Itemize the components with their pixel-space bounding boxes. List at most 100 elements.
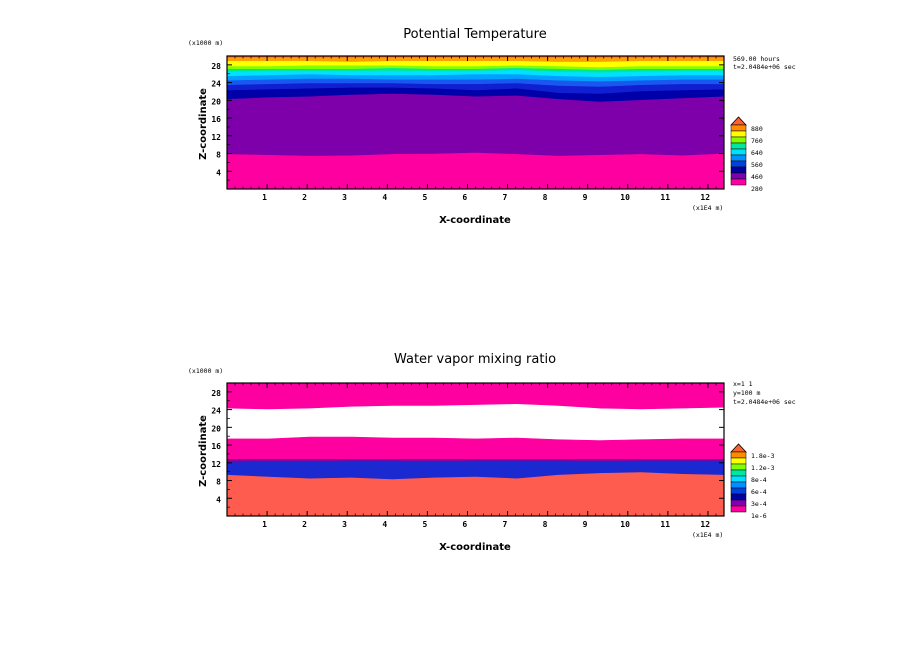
legend-swatch bbox=[730, 475, 747, 483]
x-tick-label: 8 bbox=[543, 193, 548, 202]
y-tick-label: 12 bbox=[211, 133, 221, 142]
panel-1-legend-labels: 880 760 640 560 460 280 bbox=[751, 125, 763, 193]
y-tick-label: 16 bbox=[211, 115, 221, 124]
x-tick-label: 1 bbox=[262, 193, 267, 202]
y-tick-label: 4 bbox=[216, 495, 221, 504]
panel-1-axis-ticks bbox=[227, 56, 725, 189]
legend-swatch bbox=[730, 148, 747, 156]
x-tick-label: 4 bbox=[382, 193, 387, 202]
legend-swatch bbox=[730, 178, 747, 186]
panel-2-x-axis-label: X-coordinate bbox=[439, 542, 511, 553]
x-tick-label: 1 bbox=[262, 520, 267, 529]
panel-water-vapor-mixing-ratio: Water vapor mixing ratio (x1000 m) x=1 1… bbox=[188, 352, 796, 553]
panel-2-y-unit: (x1000 m) bbox=[188, 367, 223, 375]
y-tick-label: 24 bbox=[211, 80, 221, 89]
panel-2-axis-ticks bbox=[227, 383, 725, 516]
contour-band bbox=[226, 472, 725, 517]
panel-1-y-axis-label: Z-coordinate bbox=[198, 88, 209, 160]
legend-arrow-cap bbox=[730, 443, 747, 453]
legend-swatch bbox=[730, 469, 747, 477]
x-tick-label: 4 bbox=[382, 520, 387, 529]
y-tick-label: 12 bbox=[211, 460, 221, 469]
y-tick-label: 20 bbox=[211, 97, 221, 106]
x-tick-label: 7 bbox=[502, 193, 507, 202]
x-tick-label: 3 bbox=[342, 193, 347, 202]
panel-2-legend-labels: 1.8e-3 1.2e-3 8e-4 6e-4 3e-4 1e-6 bbox=[751, 452, 775, 520]
x-tick-label: 10 bbox=[620, 193, 630, 202]
panel-2-x-unit: (x1E4 m) bbox=[692, 531, 723, 539]
x-tick-label: 10 bbox=[620, 520, 630, 529]
legend-label: 6e-4 bbox=[751, 488, 767, 496]
x-tick-label: 12 bbox=[700, 193, 710, 202]
legend-swatch bbox=[730, 463, 747, 471]
y-tick-label: 28 bbox=[211, 389, 221, 398]
x-tick-label: 5 bbox=[422, 193, 427, 202]
x-tick-label: 12 bbox=[700, 520, 710, 529]
legend-label: 1e-6 bbox=[751, 512, 767, 520]
y-tick-label: 8 bbox=[216, 478, 221, 487]
y-tick-label: 16 bbox=[211, 442, 221, 451]
panel-2-color-legend bbox=[730, 443, 747, 513]
x-tick-label: 2 bbox=[302, 193, 307, 202]
legend-label: 280 bbox=[751, 185, 763, 193]
legend-swatch bbox=[730, 160, 747, 168]
x-tick-label: 3 bbox=[342, 520, 347, 529]
legend-swatch bbox=[730, 481, 747, 489]
y-tick-label: 8 bbox=[216, 151, 221, 160]
panel-1-title: Potential Temperature bbox=[403, 27, 546, 42]
legend-label: 3e-4 bbox=[751, 500, 767, 508]
legend-swatch bbox=[730, 451, 747, 459]
panel-2-title: Water vapor mixing ratio bbox=[394, 352, 556, 367]
panel-2-info-line-3: t=2.0484e+06 sec bbox=[733, 398, 796, 406]
panel-2-y-axis-label: Z-coordinate bbox=[198, 415, 209, 487]
contour-band bbox=[226, 152, 725, 190]
legend-label: 1.2e-3 bbox=[751, 464, 775, 472]
x-tick-label: 7 bbox=[502, 520, 507, 529]
panel-2-x-tick-labels: 1 2 3 4 5 6 7 8 9 10 11 12 bbox=[262, 520, 710, 529]
panel-potential-temperature: Potential Temperature (x1000 m) 569.00 h… bbox=[188, 27, 796, 226]
x-tick-label: 6 bbox=[462, 193, 467, 202]
x-tick-label: 5 bbox=[422, 520, 427, 529]
legend-swatch bbox=[730, 505, 747, 513]
x-tick-label: 9 bbox=[583, 520, 588, 529]
legend-swatch bbox=[730, 487, 747, 495]
legend-swatch bbox=[730, 172, 747, 180]
legend-label: 640 bbox=[751, 149, 763, 157]
panel-1-color-legend bbox=[730, 116, 747, 186]
y-tick-label: 28 bbox=[211, 62, 221, 71]
y-tick-label: 4 bbox=[216, 168, 221, 177]
legend-label: 1.8e-3 bbox=[751, 452, 775, 460]
y-tick-label: 20 bbox=[211, 424, 221, 433]
legend-swatch bbox=[730, 136, 747, 144]
panel-2-y-tick-labels: 4 8 12 16 20 24 28 bbox=[211, 389, 221, 504]
panel-2-plot-area bbox=[226, 382, 725, 517]
legend-swatch bbox=[730, 130, 747, 138]
y-tick-label: 24 bbox=[211, 407, 221, 416]
legend-arrow-cap bbox=[730, 116, 747, 126]
panel-1-x-axis-label: X-coordinate bbox=[439, 215, 511, 226]
legend-label: 880 bbox=[751, 125, 763, 133]
legend-swatch bbox=[730, 166, 747, 174]
panel-2-info-line-1: x=1 1 bbox=[733, 380, 753, 388]
panel-1-info-line-1: 569.00 hours bbox=[733, 55, 780, 63]
legend-label: 8e-4 bbox=[751, 476, 767, 484]
panel-1-info-line-2: t=2.0484e+06 sec bbox=[733, 63, 796, 71]
x-tick-label: 11 bbox=[660, 193, 670, 202]
legend-swatch bbox=[730, 499, 747, 507]
legend-label: 760 bbox=[751, 137, 763, 145]
panel-2-info-line-2: y=100 m bbox=[733, 389, 760, 397]
legend-label: 460 bbox=[751, 173, 763, 181]
panel-1-x-unit: (x1E4 m) bbox=[692, 204, 723, 212]
x-tick-label: 11 bbox=[660, 520, 670, 529]
legend-swatch bbox=[730, 493, 747, 501]
legend-swatch bbox=[730, 154, 747, 162]
legend-label: 560 bbox=[751, 161, 763, 169]
x-tick-label: 9 bbox=[583, 193, 588, 202]
x-tick-label: 8 bbox=[543, 520, 548, 529]
legend-swatch bbox=[730, 142, 747, 150]
legend-swatch bbox=[730, 124, 747, 132]
x-tick-label: 6 bbox=[462, 520, 467, 529]
panel-1-plot-area bbox=[226, 55, 725, 190]
panel-1-y-unit: (x1000 m) bbox=[188, 39, 223, 47]
